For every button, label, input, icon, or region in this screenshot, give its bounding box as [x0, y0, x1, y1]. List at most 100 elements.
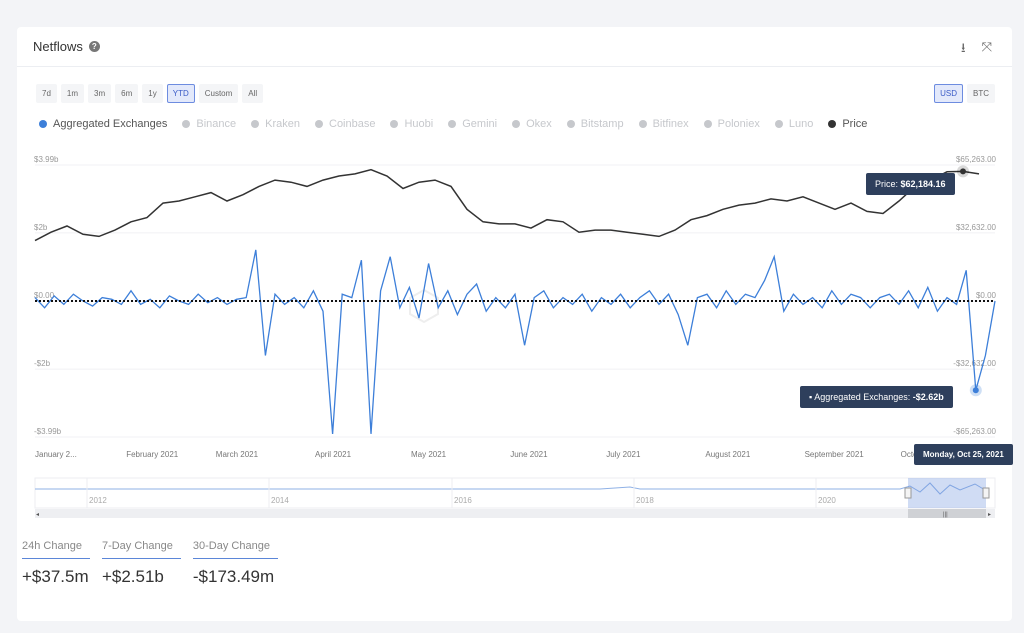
legend-dot-icon — [448, 120, 457, 128]
agg-hover-dot — [972, 387, 979, 394]
range-3m[interactable]: 3m — [88, 84, 112, 103]
legend-label: Poloniex — [717, 118, 760, 130]
x-axis-tick: June 2021 — [510, 450, 548, 459]
legend-item-luno[interactable]: Luno — [774, 118, 814, 130]
legend-item-aggregated-exchanges[interactable]: Aggregated Exchanges — [39, 118, 167, 130]
legend-label: Bitfinex — [652, 118, 689, 130]
stat-value: -$173.49m — [192, 567, 275, 586]
right-axis-tick: -$65,263.00 — [953, 427, 996, 436]
card-title: Netflows — [33, 39, 83, 54]
legend-dot-icon — [182, 120, 191, 128]
scroll-left-icon[interactable]: ◂ — [36, 512, 39, 518]
left-axis-tick: -$3.99b — [34, 427, 62, 436]
range-6m[interactable]: 6m — [115, 84, 139, 103]
left-axis-tick: $3.99b — [34, 155, 59, 164]
right-axis-tick: $65,263.00 — [956, 155, 997, 164]
currency-btc[interactable]: BTC — [967, 84, 995, 103]
legend-item-okex[interactable]: Okex — [512, 118, 552, 130]
price-hover-dot — [960, 168, 966, 175]
price-tooltip-value: $62,184.16 — [900, 179, 946, 189]
navigator[interactable] — [34, 477, 996, 509]
date-tooltip-text: Monday, Oct 25, 2021 — [923, 450, 1004, 459]
stat-value: +$2.51b — [101, 567, 164, 586]
legend-dot-icon — [39, 120, 47, 128]
legend-item-poloniex[interactable]: Poloniex — [703, 118, 760, 130]
legend-item-coinbase[interactable]: Coinbase — [315, 118, 375, 130]
legend-label: Binance — [196, 118, 237, 130]
agg-tooltip-value: -$2.62b — [912, 392, 944, 402]
range-all[interactable]: All — [242, 84, 264, 103]
right-axis-tick: $0.00 — [976, 291, 997, 300]
legend-label: Coinbase — [329, 118, 376, 130]
right-axis-tick: -$32,632.00 — [953, 359, 996, 368]
currency-usd[interactable]: USD — [934, 84, 963, 103]
legend-item-huobi[interactable]: Huobi — [390, 118, 433, 130]
legend-dot-icon — [390, 120, 399, 128]
legend-dot-icon — [638, 120, 647, 128]
range-1y[interactable]: 1y — [142, 84, 163, 103]
legend-label: Kraken — [265, 118, 300, 130]
navigator-right-handle[interactable] — [982, 487, 990, 499]
netflows-chart: $3.99b $65,263.00 $2b $32,632.00 $0.00 $0.00 -… — [34, 155, 997, 518]
navigator-selection[interactable] — [908, 478, 986, 508]
range-1m[interactable]: 1m — [60, 84, 85, 103]
stat-1: 7-Day Change +$2.51b — [101, 540, 181, 587]
price-tooltip: Price: $62,184.16 — [866, 173, 955, 195]
range-custom[interactable]: Custom — [198, 84, 239, 103]
legend-dot-icon — [315, 120, 323, 128]
fullscreen-icon[interactable]: ⤧ — [981, 39, 992, 54]
legend-label: Price — [842, 118, 868, 130]
range-7d[interactable]: 7d — [36, 84, 57, 103]
help-icon[interactable]: ? — [88, 41, 100, 52]
stat-2: 30-Day Change -$173.49m — [192, 540, 278, 587]
x-axis-tick: September 2021 — [805, 450, 865, 459]
right-axis-tick: $32,632.00 — [956, 223, 997, 232]
date-tooltip: Monday, Oct 25, 2021 — [914, 444, 1013, 465]
scroll-right-icon[interactable]: ▸ — [988, 512, 991, 518]
stat-label[interactable]: 24h Change — [22, 540, 90, 559]
range-selector: 7d 1m 3m 6m 1y YTD Custom All — [36, 84, 264, 103]
navigator-tick: 2020 — [818, 496, 836, 505]
stat-label[interactable]: 30-Day Change — [192, 540, 278, 559]
x-axis-tick: April 2021 — [315, 450, 352, 459]
x-axis-tick: May 2021 — [411, 450, 447, 459]
card-header: Netflows ? ⭳ ⤧ — [17, 27, 1012, 67]
scrollbar-thumb[interactable] — [908, 509, 986, 518]
legend-label: Gemini — [462, 118, 498, 130]
navigator-scrollbar[interactable] — [35, 509, 995, 518]
x-axis-tick: February 2021 — [126, 450, 179, 459]
navigator-left-handle[interactable] — [904, 487, 912, 499]
legend-item-price[interactable]: Price — [828, 118, 867, 130]
legend-dot-icon — [828, 120, 837, 128]
legend-item-kraken[interactable]: Kraken — [251, 118, 300, 130]
navigator-tick: 2018 — [636, 496, 654, 505]
legend-label: Aggregated Exchanges — [53, 118, 168, 130]
stat-value: +$37.5m — [22, 567, 89, 586]
legend-label: Luno — [788, 118, 814, 130]
left-axis-tick: $0.00 — [34, 291, 55, 300]
navigator-tick: 2016 — [454, 496, 472, 505]
agg-tooltip: ▪ Aggregated Exchanges: -$2.62b — [800, 386, 953, 408]
x-axis-tick: January 2... — [35, 450, 77, 459]
navigator-tick: 2014 — [271, 496, 289, 505]
legend-dot-icon — [251, 120, 260, 128]
price-tooltip-label: Price: — [875, 179, 901, 189]
navigator-tick: 2012 — [89, 496, 107, 505]
stat-0: 24h Change +$37.5m — [22, 540, 90, 587]
left-axis-tick: $2b — [34, 223, 48, 232]
legend-dot-icon — [774, 120, 783, 128]
legend-label: Bitstamp — [580, 118, 624, 130]
download-icon[interactable]: ⭳ — [961, 40, 966, 55]
x-axis-tick: March 2021 — [216, 450, 259, 459]
legend-item-bitstamp[interactable]: Bitstamp — [566, 118, 624, 130]
agg-tooltip-label: Aggregated Exchanges: — [814, 392, 913, 402]
stat-label[interactable]: 7-Day Change — [101, 540, 181, 559]
range-ytd[interactable]: YTD — [166, 84, 195, 103]
legend-item-bitfinex[interactable]: Bitfinex — [638, 118, 689, 130]
left-axis-tick: -$2b — [34, 359, 51, 368]
legend-item-gemini[interactable]: Gemini — [448, 118, 497, 130]
watermark-logo-icon — [409, 288, 439, 324]
legend-dot-icon — [566, 120, 575, 128]
scroll-grip-icon[interactable]: ||| — [943, 512, 948, 518]
legend-item-binance[interactable]: Binance — [182, 118, 236, 130]
